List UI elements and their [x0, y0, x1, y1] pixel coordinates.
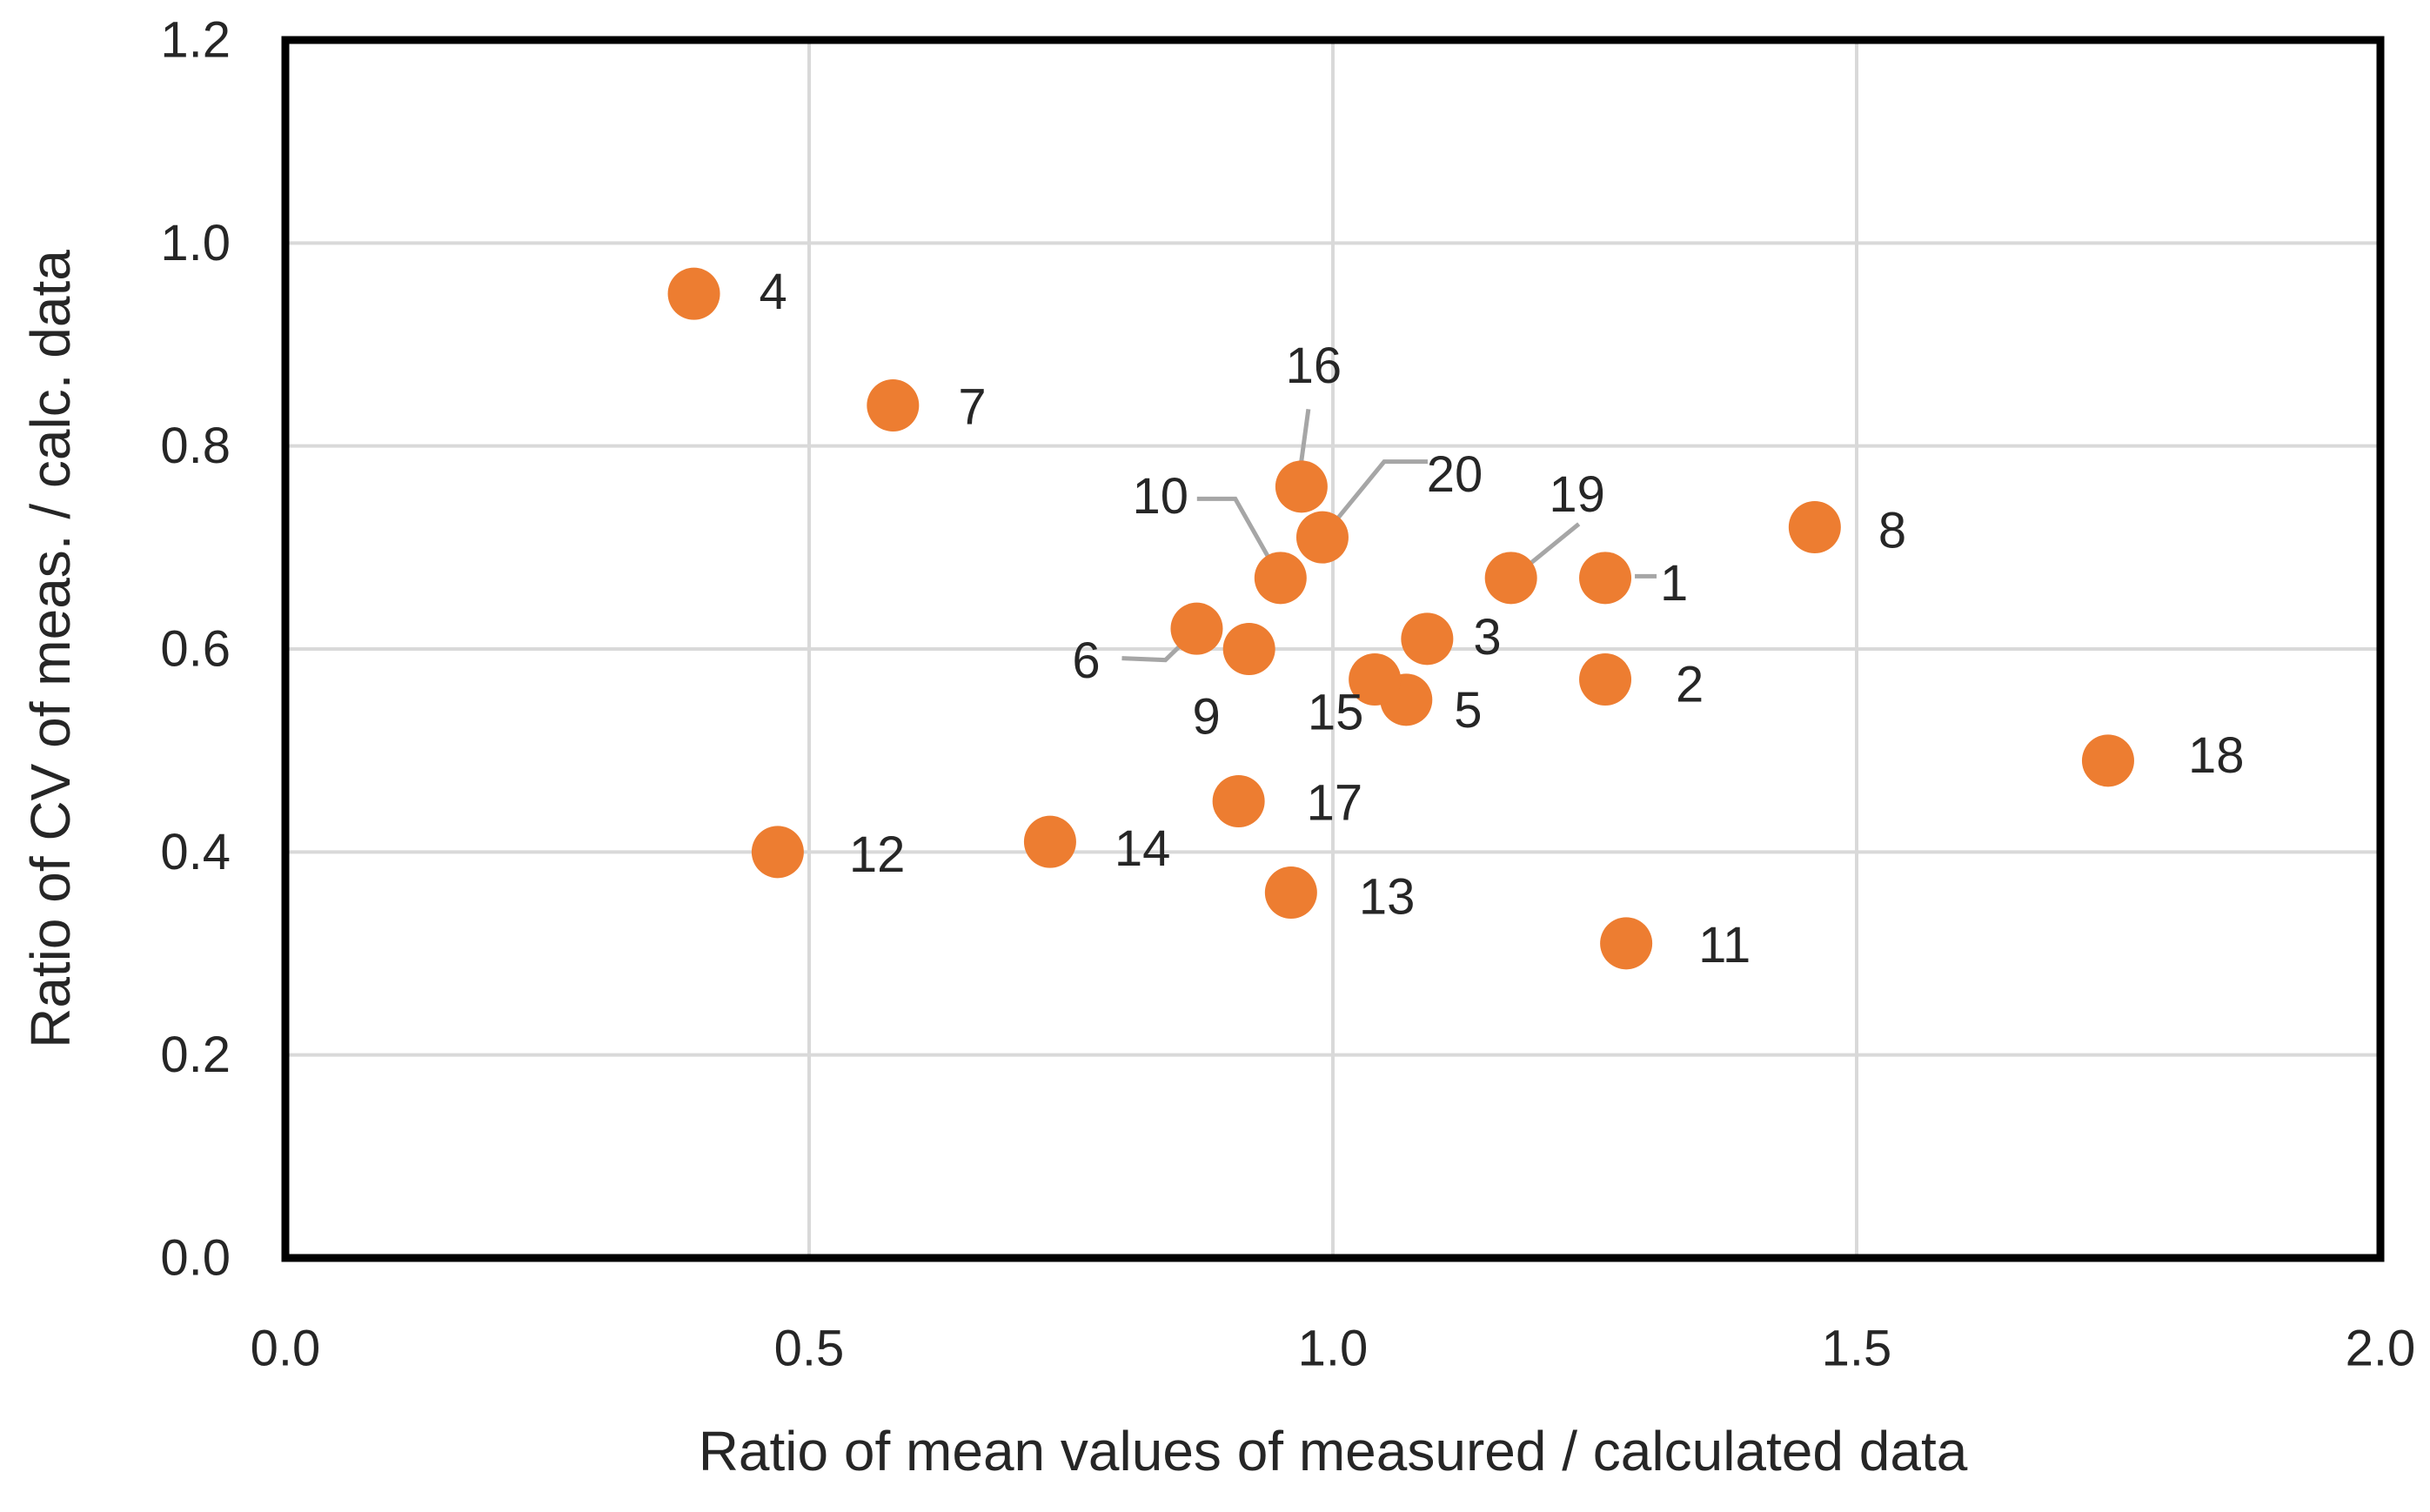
data-point-3 — [1401, 612, 1454, 666]
data-point-6 — [1170, 602, 1223, 655]
point-label-7: 7 — [958, 379, 986, 436]
point-label-18: 18 — [2188, 727, 2245, 784]
data-point-17 — [1212, 775, 1265, 827]
data-point-14 — [1023, 815, 1076, 868]
point-label-3: 3 — [1473, 609, 1501, 666]
y-tick-label-0: 0.0 — [160, 1230, 231, 1287]
y-tick-label-4: 0.8 — [160, 418, 231, 474]
data-point-1 — [1579, 552, 1632, 605]
point-label-15: 15 — [1308, 685, 1364, 741]
data-point-18 — [2081, 734, 2134, 787]
data-point-2 — [1579, 653, 1632, 706]
point-label-16: 16 — [1286, 338, 1342, 394]
point-label-17: 17 — [1307, 775, 1363, 832]
point-label-19: 19 — [1549, 466, 1605, 523]
data-point-11 — [1600, 917, 1653, 970]
point-label-12: 12 — [849, 826, 906, 883]
point-label-8: 8 — [1878, 503, 1906, 559]
y-tick-label-1: 0.2 — [160, 1027, 231, 1083]
data-point-12 — [751, 826, 804, 879]
data-point-9 — [1222, 623, 1275, 675]
leader-line-10 — [1196, 496, 1278, 572]
x-tick-label-2: 1.0 — [1298, 1321, 1369, 1377]
x-tick-label-4: 2.0 — [2346, 1321, 2416, 1377]
data-point-4 — [667, 267, 720, 320]
point-label-4: 4 — [760, 264, 787, 320]
point-label-14: 14 — [1115, 820, 1171, 877]
point-label-11: 11 — [1698, 917, 1751, 973]
gridlines — [285, 40, 2380, 1258]
y-tick-label-3: 0.6 — [160, 621, 231, 678]
data-point-20 — [1295, 511, 1349, 564]
x-tick-label-1: 0.5 — [774, 1321, 845, 1377]
x-tick-label-3: 1.5 — [1822, 1321, 1892, 1377]
point-label-6: 6 — [1072, 632, 1100, 689]
leader-line-20 — [1327, 459, 1428, 532]
point-label-20: 20 — [1427, 446, 1483, 503]
point-label-2: 2 — [1676, 657, 1704, 713]
axis-tick-labels: 0.0 0.5 1.0 1.5 2.0 0.0 0.2 0.4 0.6 0.8 1.0 1.2 — [160, 12, 2415, 1377]
data-point-16 — [1275, 460, 1328, 513]
point-label-5: 5 — [1454, 682, 1482, 739]
x-axis-title: Ratio of mean values of measured / calcu… — [699, 1420, 1968, 1482]
x-tick-label-0: 0.0 — [251, 1321, 321, 1377]
data-point-19 — [1484, 552, 1537, 605]
point-label-10: 10 — [1133, 468, 1189, 525]
data-point-13 — [1264, 866, 1317, 919]
y-tick-label-5: 1.0 — [160, 215, 231, 271]
data-point-15 — [1349, 653, 1402, 706]
point-label-13: 13 — [1359, 869, 1416, 926]
point-label-9: 9 — [1193, 689, 1221, 746]
y-tick-label-6: 1.2 — [160, 12, 231, 69]
y-tick-label-2: 0.4 — [160, 824, 231, 880]
y-axis-title: Ratio of CV of meas. / calc. data — [19, 250, 82, 1048]
data-point-8 — [1788, 501, 1841, 553]
plot-area-border — [281, 36, 2385, 1262]
data-point-10 — [1254, 552, 1307, 605]
point-label-1: 1 — [1660, 555, 1688, 612]
data-point-7 — [867, 379, 920, 432]
data-points — [667, 267, 2134, 970]
